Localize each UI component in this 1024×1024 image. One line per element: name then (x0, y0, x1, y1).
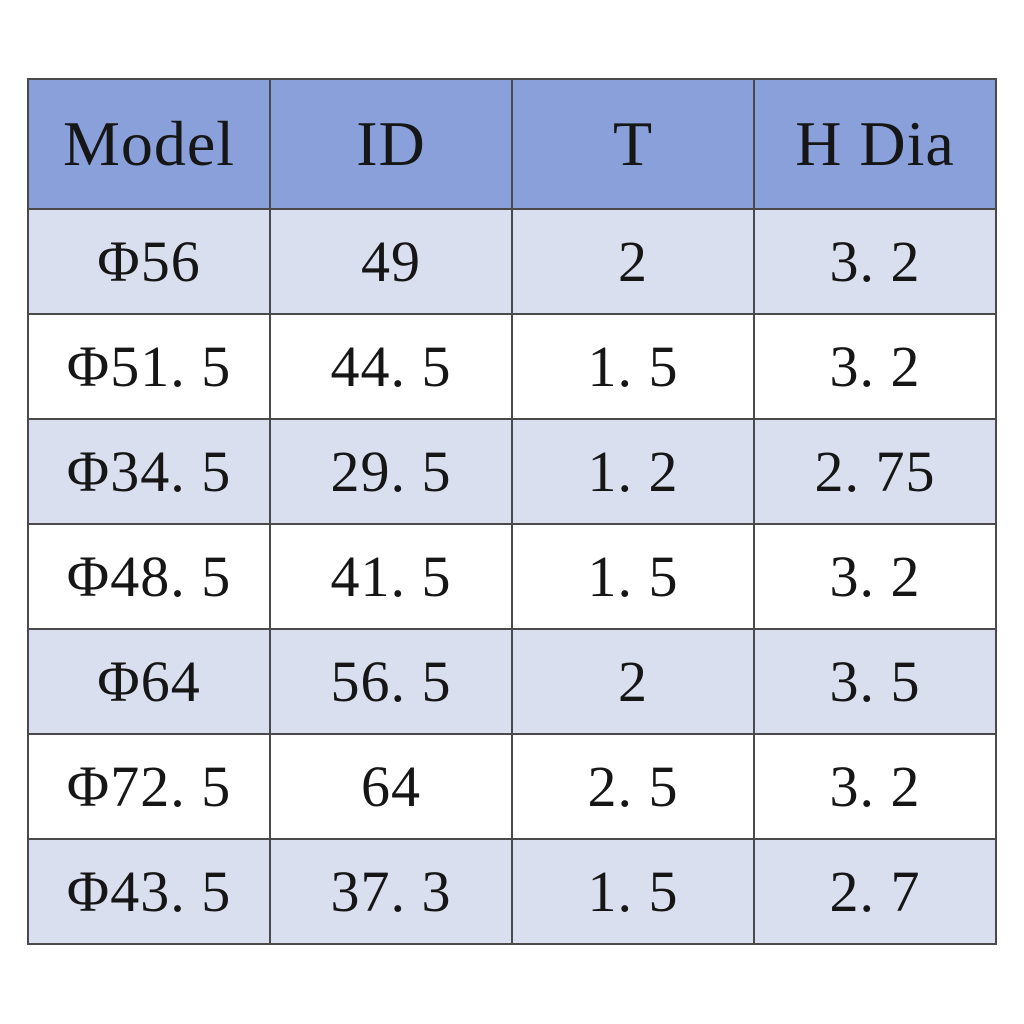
cell-hdia: 3. 5 (753, 628, 997, 735)
table-row: Φ51. 5 44. 5 1. 5 3. 2 (27, 313, 997, 420)
cell-hdia: 2. 75 (753, 418, 997, 525)
table-row: Φ64 56. 5 2 3. 5 (27, 628, 997, 735)
cell-t: 1. 5 (511, 523, 755, 630)
column-header-hdia: H Dia (753, 78, 997, 210)
table-row: Φ43. 5 37. 3 1. 5 2. 7 (27, 838, 997, 945)
cell-model: Φ34. 5 (27, 418, 271, 525)
cell-t: 1. 5 (511, 313, 755, 420)
cell-hdia: 2. 7 (753, 838, 997, 945)
cell-model: Φ56 (27, 208, 271, 315)
column-header-id: ID (269, 78, 513, 210)
cell-t: 2 (511, 628, 755, 735)
table-row: Φ56 49 2 3. 2 (27, 208, 997, 315)
cell-hdia: 3. 2 (753, 313, 997, 420)
cell-t: 1. 2 (511, 418, 755, 525)
column-header-model: Model (27, 78, 271, 210)
cell-model: Φ48. 5 (27, 523, 271, 630)
cell-model: Φ64 (27, 628, 271, 735)
spec-table-header: Model ID T H Dia (27, 78, 997, 210)
spec-table: Model ID T H Dia Φ56 49 2 3. 2 Φ51. 5 44… (27, 78, 997, 945)
cell-t: 1. 5 (511, 838, 755, 945)
cell-model: Φ43. 5 (27, 838, 271, 945)
cell-id: 56. 5 (269, 628, 513, 735)
cell-t: 2 (511, 208, 755, 315)
cell-model: Φ51. 5 (27, 313, 271, 420)
cell-t: 2. 5 (511, 733, 755, 840)
cell-id: 41. 5 (269, 523, 513, 630)
table-row: Φ48. 5 41. 5 1. 5 3. 2 (27, 523, 997, 630)
cell-model: Φ72. 5 (27, 733, 271, 840)
cell-id: 44. 5 (269, 313, 513, 420)
cell-id: 37. 3 (269, 838, 513, 945)
cell-hdia: 3. 2 (753, 523, 997, 630)
cell-id: 49 (269, 208, 513, 315)
table-row: Φ34. 5 29. 5 1. 2 2. 75 (27, 418, 997, 525)
cell-hdia: 3. 2 (753, 733, 997, 840)
cell-hdia: 3. 2 (753, 208, 997, 315)
cell-id: 29. 5 (269, 418, 513, 525)
spec-table-body: Φ56 49 2 3. 2 Φ51. 5 44. 5 1. 5 3. 2 Φ34… (27, 208, 997, 945)
cell-id: 64 (269, 733, 513, 840)
table-row: Φ72. 5 64 2. 5 3. 2 (27, 733, 997, 840)
column-header-t: T (511, 78, 755, 210)
header-row: Model ID T H Dia (27, 78, 997, 210)
